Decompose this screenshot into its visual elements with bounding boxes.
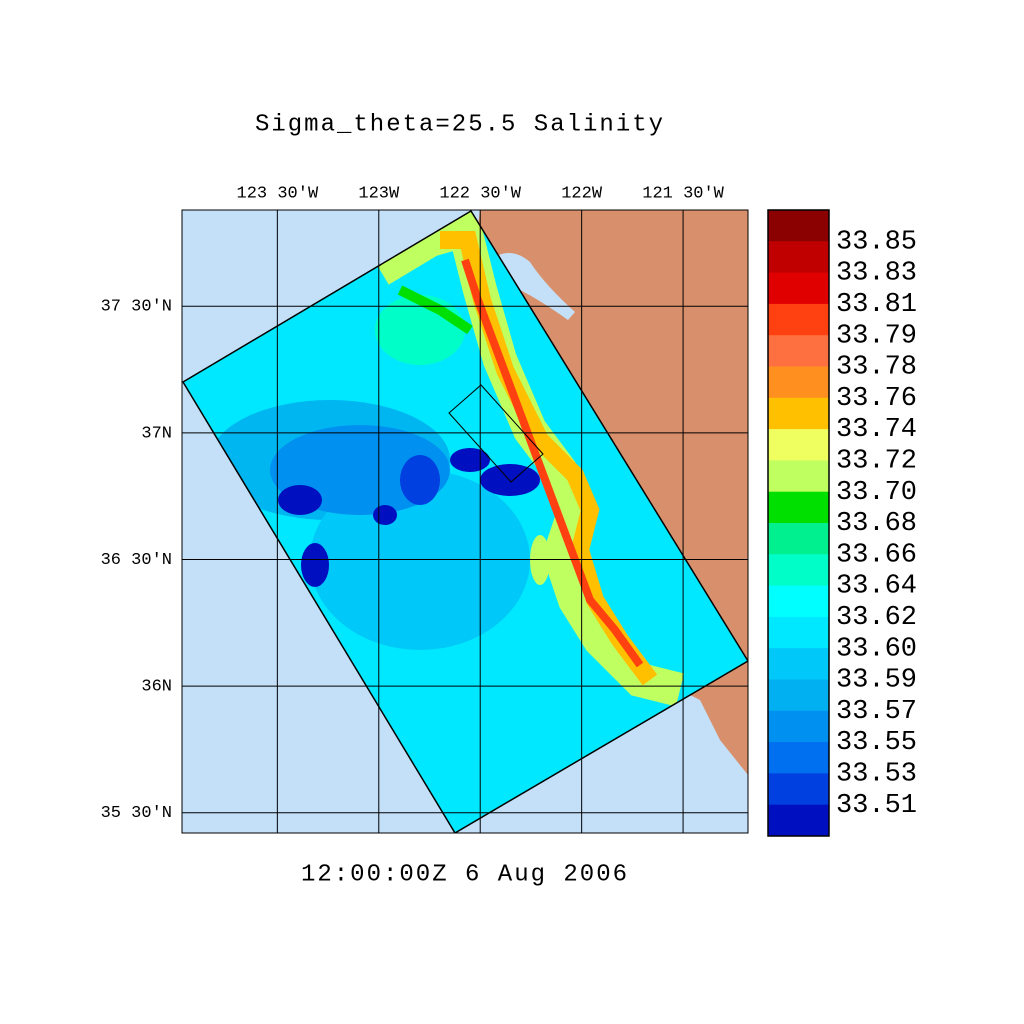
colorbar-label: 33.81 <box>836 290 917 320</box>
colorbar-band <box>768 397 829 430</box>
colorbar-band <box>768 210 829 242</box>
colorbar-label: 33.74 <box>836 415 917 445</box>
colorbar-band <box>768 460 829 493</box>
colorbar-band <box>768 585 829 618</box>
bay <box>490 252 575 320</box>
colorbar-band <box>768 742 829 774</box>
model-domain <box>182 210 748 833</box>
colorbar-band <box>768 679 829 712</box>
colorbar-label: 33.79 <box>836 321 917 351</box>
colorbar-band <box>768 335 829 367</box>
map-title: Sigma_theta=25.5 Salinity <box>255 111 665 138</box>
colorbar-band <box>768 366 829 399</box>
colorbar-label: 33.62 <box>836 603 917 633</box>
colorbar-band <box>768 429 829 461</box>
colorbar-label: 33.83 <box>836 259 917 289</box>
colorbar-label: 33.51 <box>836 791 917 821</box>
colorbar-label: 33.70 <box>836 478 917 508</box>
colorbar-label: 33.64 <box>836 572 917 602</box>
lat-tick-label: 36N <box>141 678 172 697</box>
colorbar-band <box>768 303 829 336</box>
lon-tick-label: 123W <box>358 184 400 203</box>
colorbar-band <box>768 554 829 587</box>
lon-tick-label: 122 30'W <box>439 184 521 203</box>
lon-tick-label: 122W <box>561 184 603 203</box>
lat-tick-label: 37N <box>141 424 172 443</box>
lon-tick-label: 123 30'W <box>237 184 319 203</box>
timestamp: 12:00:00Z 6 Aug 2006 <box>301 861 629 888</box>
colorbar-band <box>768 241 829 274</box>
colorbar-label: 33.76 <box>836 384 917 414</box>
colorbar-band <box>768 710 829 743</box>
colorbar-band <box>768 491 829 524</box>
colorbar-label: 33.68 <box>836 509 917 539</box>
lat-tick-label: 37 30'N <box>101 298 172 317</box>
subdomain <box>448 384 544 483</box>
lon-tick-label: 121 30'W <box>642 184 724 203</box>
lat-tick-label: 35 30'N <box>101 804 172 823</box>
colorbar-band <box>768 804 829 837</box>
colorbar-label: 33.57 <box>836 697 917 727</box>
map-area <box>182 210 748 833</box>
colorbar-band <box>768 616 829 649</box>
colorbar-label: 33.85 <box>836 227 917 257</box>
colorbar-band <box>768 648 829 680</box>
colorbar-label: 33.55 <box>836 728 917 758</box>
colorbar-band <box>768 773 829 806</box>
colorbar-label: 33.66 <box>836 540 917 570</box>
colorbar-band <box>768 523 829 555</box>
colorbar-label: 33.72 <box>836 447 917 477</box>
colorbar-label: 33.59 <box>836 666 917 696</box>
colorbar-label: 33.60 <box>836 634 917 664</box>
colorbar-frame <box>767 209 830 837</box>
colorbar-label: 33.53 <box>836 760 917 790</box>
colorbar: 33.8533.8333.8133.7933.7833.7633.7433.72… <box>767 209 917 837</box>
grid: 123 30'W 123W 122 30'W 122W 121 30'W 37 30'N 3… <box>101 184 748 833</box>
colorbar-label: 33.78 <box>836 353 917 383</box>
map-frame <box>181 209 749 834</box>
colorbar-band <box>768 272 829 305</box>
lat-tick-label: 36 30'N <box>101 551 172 570</box>
